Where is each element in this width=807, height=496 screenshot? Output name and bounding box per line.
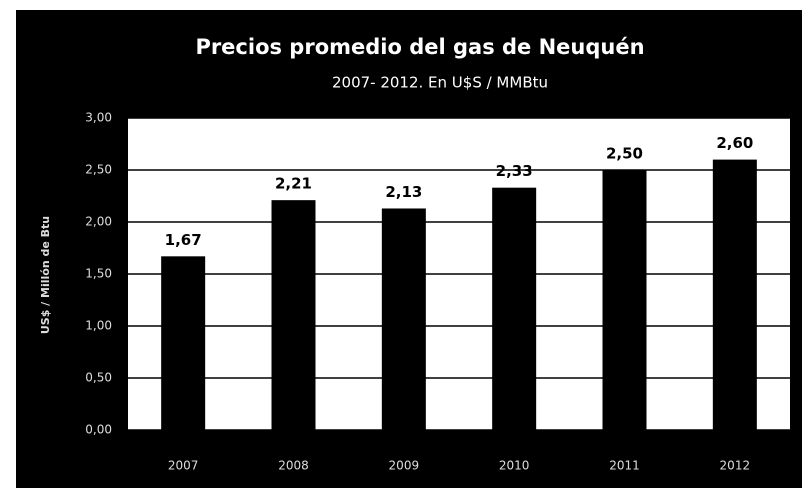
bar: [381, 208, 426, 430]
y-tick-label: 3,00: [85, 111, 112, 125]
data-label: 2,33: [496, 162, 533, 180]
x-tick-label: 2012: [720, 459, 751, 473]
y-tick-label: 2,00: [85, 215, 112, 229]
bar: [492, 187, 537, 430]
chart-title: Precios promedio del gas de Neuquén: [195, 35, 644, 59]
x-tick-label: 2010: [499, 459, 530, 473]
data-label: 2,13: [385, 183, 422, 201]
x-tick-label: 2008: [278, 459, 309, 473]
y-tick-label: 1,50: [85, 267, 112, 281]
data-label: 2,21: [275, 175, 312, 193]
y-tick-label: 0,50: [85, 371, 112, 385]
x-tick-label: 2009: [389, 459, 420, 473]
x-tick-label: 2007: [168, 459, 199, 473]
y-axis-label: US$ / Millón de Btu: [39, 216, 52, 334]
chart-subtitle: 2007- 2012. En U$S / MMBtu: [332, 74, 548, 92]
data-label: 2,50: [606, 145, 643, 163]
bar: [712, 159, 757, 430]
bar: [602, 170, 647, 430]
data-label: 2,60: [716, 134, 753, 152]
bar: [271, 200, 316, 430]
data-label: 1,67: [165, 231, 202, 249]
bar: [161, 256, 206, 430]
y-tick-label: 1,00: [85, 319, 112, 333]
y-tick-label: 2,50: [85, 163, 112, 177]
y-tick-label: 0,00: [85, 423, 112, 437]
x-tick-label: 2011: [609, 459, 640, 473]
